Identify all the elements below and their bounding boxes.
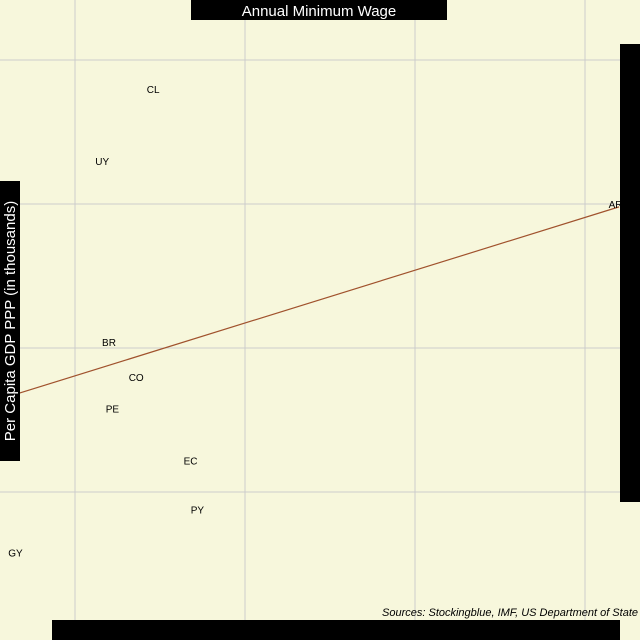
point-label-br: BR (102, 338, 116, 349)
point-label-ar: AR (609, 200, 623, 211)
data-points: CL UY AR BR CO PE EC PY GY (8, 85, 622, 560)
source-note: Sources: Stockingblue, IMF, US Departmen… (382, 607, 638, 619)
chart-title: Annual Minimum Wage (242, 3, 397, 20)
trendline-group (6, 206, 620, 398)
point-label-cl: CL (147, 85, 160, 96)
point-label-uy: UY (95, 157, 109, 168)
trendline (6, 206, 620, 398)
x-axis-bar (52, 620, 620, 640)
y-axis-label: Per Capita GDP PPP (in thousands) (2, 201, 19, 441)
point-label-py: PY (191, 505, 205, 516)
grid-lines (0, 0, 620, 620)
point-label-ec: EC (184, 456, 198, 467)
point-label-pe: PE (106, 404, 120, 415)
point-label-gy: GY (8, 548, 23, 559)
point-label-co: CO (129, 373, 144, 384)
y-axis-bar (620, 44, 640, 502)
ylabel-box (0, 181, 20, 461)
title-box (191, 0, 447, 20)
